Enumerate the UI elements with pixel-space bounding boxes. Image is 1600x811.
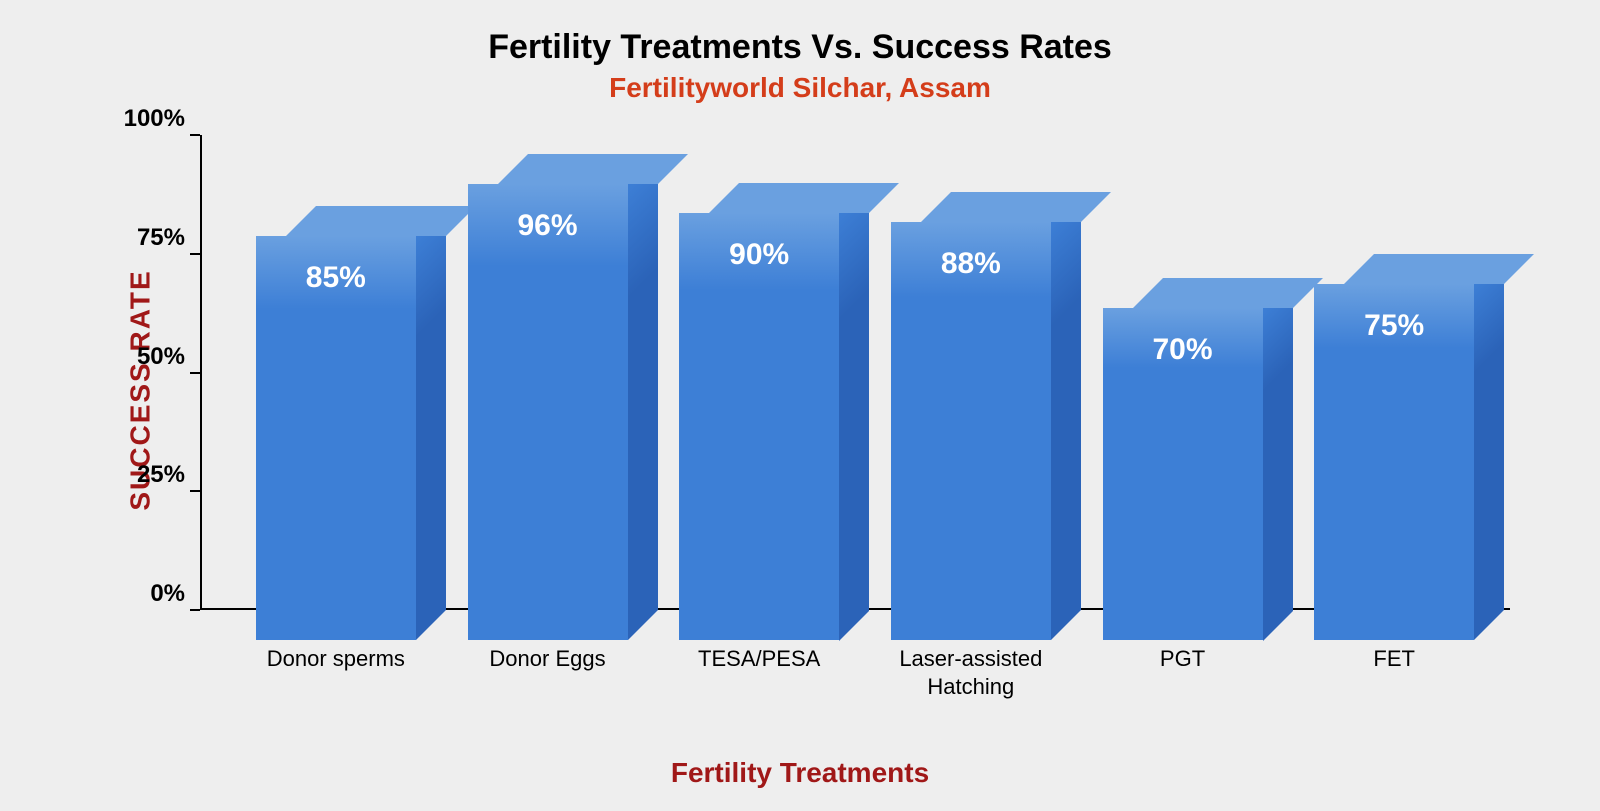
category-label: Donor sperms — [230, 645, 442, 700]
bar-top — [1344, 254, 1534, 284]
bar: 88% — [891, 192, 1051, 640]
category-label: Donor Eggs — [442, 645, 654, 700]
bar-slot: 90% — [653, 135, 865, 610]
plot-area: 0%25%50%75%100% 85%96%90%88%70%75% — [200, 135, 1530, 610]
y-tick — [190, 609, 200, 611]
chart-title: Fertility Treatments Vs. Success Rates — [0, 28, 1600, 67]
y-tick — [190, 372, 200, 374]
bar: 96% — [468, 154, 628, 640]
y-tick-label: 100% — [105, 105, 185, 133]
bar-front — [679, 213, 839, 641]
bar-slot: 70% — [1077, 135, 1289, 610]
bar-front — [468, 184, 628, 640]
bar-slot: 85% — [230, 135, 442, 610]
bar-front — [891, 222, 1051, 640]
category-label: Laser-assisted Hatching — [865, 645, 1077, 700]
category-labels-row: Donor spermsDonor EggsTESA/PESALaser-ass… — [230, 645, 1500, 700]
bar-value-label: 88% — [891, 247, 1051, 281]
bar: 85% — [256, 206, 416, 640]
bar: 75% — [1314, 254, 1474, 640]
bar: 70% — [1103, 278, 1263, 641]
category-label: FET — [1288, 645, 1500, 700]
y-tick-label: 0% — [105, 580, 185, 608]
y-tick — [190, 253, 200, 255]
bar-value-label: 85% — [256, 261, 416, 295]
bar-slot: 88% — [865, 135, 1077, 610]
category-label: TESA/PESA — [653, 645, 865, 700]
bar-side — [1474, 254, 1504, 640]
bar: 90% — [679, 183, 839, 641]
y-axis-line — [200, 135, 202, 610]
chart-container: Fertility Treatments Vs. Success Rates F… — [0, 0, 1600, 811]
bar-slot: 75% — [1288, 135, 1500, 610]
bar-front — [256, 236, 416, 640]
y-tick-label: 75% — [105, 224, 185, 252]
bar-value-label: 75% — [1314, 309, 1474, 343]
bars-row: 85% 96% 90% 88% 70% 75% — [230, 135, 1500, 610]
bar-value-label: 96% — [468, 209, 628, 243]
y-tick-label: 50% — [105, 343, 185, 371]
category-label: PGT — [1077, 645, 1289, 700]
y-tick — [190, 134, 200, 136]
y-tick — [190, 490, 200, 492]
bar-slot: 96% — [442, 135, 654, 610]
bar-value-label: 70% — [1103, 333, 1263, 367]
bar-value-label: 90% — [679, 238, 839, 272]
chart-subtitle: Fertilityworld Silchar, Assam — [0, 72, 1600, 104]
x-axis-label: Fertility Treatments — [0, 757, 1600, 789]
y-tick-label: 25% — [105, 461, 185, 489]
